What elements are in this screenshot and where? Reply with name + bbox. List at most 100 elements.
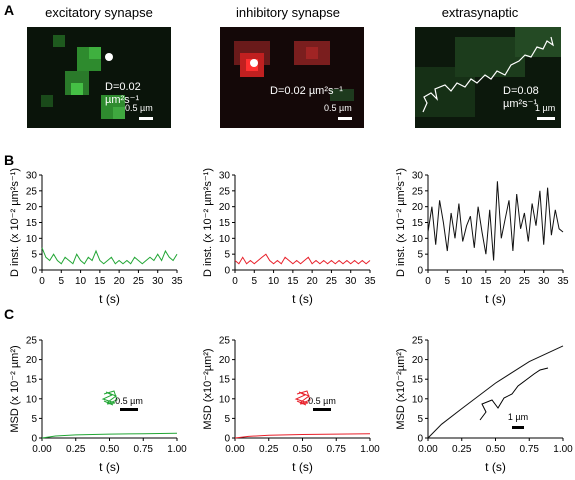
y-tick-label: 25 (219, 186, 231, 197)
pixel-cluster (53, 35, 65, 47)
y-tick-label: 0 (31, 266, 37, 277)
series-line (427, 345, 564, 439)
pixel-cluster (306, 47, 318, 59)
x-tick-label: 15 (287, 276, 299, 287)
x-tick-label: 0.50 (100, 444, 120, 455)
x-tick-label: 35 (557, 276, 569, 287)
y-tick-label: 10 (412, 394, 424, 405)
micrograph-excitatory: D=0.02 µm²s⁻¹ 0.5 µm (27, 27, 171, 128)
diffusion-label: D=0.08 µm²s⁻¹ (503, 85, 539, 110)
y-tick-label: 5 (224, 414, 230, 425)
y-tick-label: 15 (219, 218, 231, 229)
series-line (234, 433, 371, 439)
y-tick-label: 20 (412, 355, 424, 366)
series-line (427, 181, 564, 261)
x-tick-label: 0 (39, 276, 45, 287)
y-tick-label: 25 (412, 186, 424, 197)
x-tick-label: 0.75 (327, 444, 347, 455)
scale-bar-label: 0.5 µm (115, 396, 143, 406)
x-tick-label: 5 (445, 276, 451, 287)
y-tick-label: 15 (26, 218, 38, 229)
y-tick-label: 30 (412, 171, 424, 182)
x-axis-label: t (s) (292, 292, 313, 306)
x-tick-label: 15 (94, 276, 106, 287)
y-tick-label: 20 (219, 202, 231, 213)
x-tick-label: 5 (59, 276, 65, 287)
title-inhibitory: inhibitory synapse (235, 5, 341, 20)
micrograph-extrasynaptic-svg (415, 27, 561, 120)
y-tick-label: 20 (26, 355, 38, 366)
series-line (41, 432, 178, 439)
x-axis-label: t (s) (99, 292, 120, 306)
x-axis-label: t (s) (99, 460, 120, 474)
title-excitatory: excitatory synapse (45, 5, 153, 20)
scale-bar-label: 0.5 µm (125, 103, 153, 113)
x-tick-label: 0.75 (520, 444, 540, 455)
diffusion-label: D=0.02 µm²s⁻¹ (270, 85, 343, 97)
y-tick-label: 0 (224, 266, 230, 277)
scale-bar (139, 117, 153, 120)
x-tick-label: 25 (519, 276, 531, 287)
series-line (41, 247, 178, 265)
x-tick-label: 30 (538, 276, 550, 287)
micrograph-inhibitory-svg (234, 41, 354, 120)
y-axis-label: MSD (x 10⁻² µm²) (9, 345, 21, 432)
diffusion-label: D=0.02 µm²s⁻¹ (105, 81, 141, 106)
y-tick-label: 15 (26, 375, 38, 386)
x-tick-label: 35 (364, 276, 376, 287)
y-tick-label: 0 (31, 434, 37, 445)
panel-label-b: B (4, 152, 15, 168)
scale-bar-label: 0.5 µm (324, 103, 352, 113)
y-tick-label: 5 (224, 250, 230, 261)
trajectory-path (422, 36, 554, 113)
x-tick-label: 0 (232, 276, 238, 287)
micrograph-inhibitory: D=0.02 µm²s⁻¹ 0.5 µm (220, 27, 364, 128)
x-tick-label: 30 (152, 276, 164, 287)
y-axis-label: D inst. (x 10⁻² µm²s⁻¹) (9, 168, 21, 277)
y-tick-label: 15 (412, 218, 424, 229)
x-tick-label: 20 (307, 276, 319, 287)
x-tick-label: 0.25 (66, 444, 86, 455)
pixel-cluster (515, 27, 561, 57)
y-tick-label: 10 (219, 234, 231, 245)
x-axis-label: t (s) (292, 460, 313, 474)
y-tick-label: 10 (219, 394, 231, 405)
pixel-cluster (71, 83, 83, 95)
x-tick-label: 25 (133, 276, 145, 287)
y-tick-label: 0 (417, 266, 423, 277)
y-axis-label: D inst. (x 10⁻² µm²s⁻¹) (202, 168, 214, 277)
pixel-cluster (455, 37, 525, 77)
x-tick-label: 20 (114, 276, 126, 287)
y-tick-label: 10 (26, 394, 38, 405)
x-tick-label: 30 (345, 276, 357, 287)
scale-bar (120, 408, 138, 411)
y-tick-label: 10 (412, 234, 424, 245)
series-line (234, 253, 371, 265)
x-tick-label: 10 (461, 276, 473, 287)
x-tick-label: 20 (500, 276, 512, 287)
x-tick-label: 10 (75, 276, 87, 287)
trajectory-inset (294, 390, 311, 406)
scale-bar (338, 117, 352, 120)
x-tick-label: 0.00 (418, 444, 438, 455)
scale-bar-label: 1 µm (508, 412, 528, 422)
y-tick-label: 5 (31, 250, 37, 261)
x-tick-label: 1.00 (360, 444, 380, 455)
x-axis-label: t (s) (485, 460, 506, 474)
y-tick-label: 15 (219, 375, 231, 386)
x-tick-label: 1.00 (167, 444, 187, 455)
y-tick-label: 5 (417, 414, 423, 425)
y-tick-label: 15 (412, 375, 424, 386)
x-tick-label: 0.50 (486, 444, 506, 455)
y-tick-label: 25 (26, 186, 38, 197)
y-axis-label: MSD (x10⁻²µm²) (202, 348, 214, 429)
scale-bar-label: 1 µm (535, 103, 556, 113)
y-tick-label: 0 (224, 434, 230, 445)
y-tick-label: 20 (412, 202, 424, 213)
y-tick-label: 5 (31, 414, 37, 425)
trajectory-inset (101, 390, 118, 406)
y-tick-label: 10 (26, 234, 38, 245)
trajectory-marker (105, 53, 113, 61)
x-tick-label: 0.25 (259, 444, 279, 455)
